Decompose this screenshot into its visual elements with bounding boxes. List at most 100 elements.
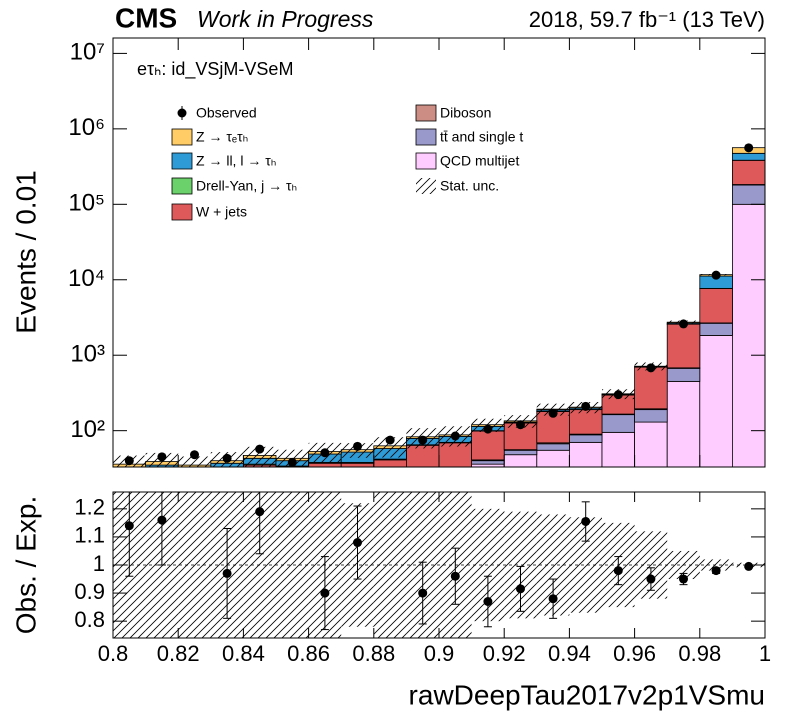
observed-point [320, 448, 330, 458]
y-tick-label: 10⁵ [68, 190, 105, 217]
observed-point [385, 435, 395, 445]
legend-swatch [171, 203, 193, 221]
legend-swatch [416, 178, 436, 194]
legend-swatch [171, 128, 193, 146]
stack-segment [666, 323, 701, 369]
legend-swatch [171, 177, 193, 195]
observed-point [418, 435, 428, 445]
stack-segment [666, 367, 701, 382]
legend-label: W + jets [196, 204, 247, 220]
ratio-point [711, 566, 721, 576]
ratio-point [222, 568, 232, 578]
stack-segment [601, 414, 635, 433]
x-axis-label: rawDeepTau2017v2p1VSmu [409, 679, 765, 710]
stack-segment [732, 159, 765, 185]
observed-point [190, 450, 199, 460]
stack-segment [732, 152, 765, 161]
x-tick-label: 0.86 [287, 641, 330, 666]
stack-segment [699, 288, 733, 324]
legend-label: QCD multijet [440, 153, 519, 169]
observed-point [124, 456, 134, 466]
stack-segment [503, 449, 538, 456]
observed-point [744, 143, 754, 153]
x-tick-label: 0.88 [352, 641, 395, 666]
stack-segment [569, 434, 603, 443]
stat-unc-band [243, 446, 276, 467]
ratio-point [320, 588, 330, 598]
channel-label: eτₕ: id_VSjM-VSeM [137, 59, 293, 80]
legend-label: Drell-Yan, j → τₕ [196, 178, 297, 194]
ratio-point [613, 566, 623, 576]
y-tick-label: 0.9 [74, 579, 105, 604]
stat-unc-band [178, 456, 211, 467]
observed-point [613, 390, 623, 400]
stack-segment [699, 322, 733, 336]
stack-segment [471, 430, 505, 461]
ratio-point [581, 516, 591, 526]
stack-segment [569, 409, 603, 435]
y-tick-label: 1.2 [74, 495, 105, 520]
stack-segment [634, 409, 668, 423]
legend-label: Stat. unc. [440, 178, 499, 194]
ratio-point [450, 571, 460, 581]
x-tick-label: 0.8 [98, 641, 129, 666]
x-tick-label: 1 [759, 641, 771, 666]
legend-swatch [171, 152, 193, 170]
legend-label: tt̄ and single t [440, 129, 523, 145]
stat-unc-band [373, 437, 407, 458]
observed-point [581, 401, 591, 411]
legend-label: Diboson [440, 105, 491, 121]
stack-segment [732, 203, 765, 467]
observed-point [287, 457, 297, 467]
ratio-point [679, 574, 688, 584]
y-tick-label: 10³ [70, 341, 105, 368]
observed-point [711, 270, 721, 280]
stack-segment [699, 335, 733, 467]
observed-point [516, 420, 525, 430]
ratio-y-axis-label: Obs. / Exp. [10, 496, 41, 635]
observed-point [679, 319, 688, 329]
stat-unc-band [699, 559, 733, 571]
observed-point [157, 452, 167, 462]
ratio-point [157, 515, 167, 525]
ratio-point [516, 584, 525, 594]
stack-segment [601, 431, 635, 467]
ratio-point [124, 521, 134, 531]
ratio-point [744, 561, 754, 571]
x-tick-label: 0.84 [222, 641, 265, 666]
legend-swatch [415, 104, 437, 122]
x-tick-label: 0.9 [424, 641, 455, 666]
ratio-point [353, 538, 362, 548]
stat-unc-band [276, 492, 309, 638]
y-tick-label: 10⁴ [68, 265, 105, 292]
ratio-point [646, 574, 656, 584]
x-tick-label: 0.98 [678, 641, 721, 666]
stack-segment [536, 443, 570, 451]
stack-segment [732, 184, 765, 205]
legend-label: Observed [196, 105, 257, 121]
stack-segment [634, 421, 668, 467]
x-tick-label: 0.94 [548, 641, 591, 666]
observed-point [450, 431, 460, 441]
stack-segment [634, 366, 668, 410]
x-tick-label: 0.92 [483, 641, 526, 666]
ratio-point [418, 588, 428, 598]
lumi-label: 2018, 59.7 fb⁻¹ (13 TeV) [529, 7, 765, 32]
stack-segment [666, 380, 701, 467]
observed-point [255, 444, 265, 454]
x-tick-label: 0.96 [613, 641, 656, 666]
y-tick-label: 10⁶ [68, 114, 105, 141]
y-tick-label: 1 [93, 551, 105, 576]
observed-point [222, 453, 232, 463]
subtitle: Work in Progress [197, 6, 374, 32]
y-tick-label: 10² [70, 416, 105, 443]
observed-point [483, 424, 493, 434]
observed-point [646, 363, 656, 373]
legend-swatch [415, 128, 437, 146]
observed-point [548, 408, 558, 418]
x-tick-label: 0.82 [157, 641, 200, 666]
legend-label: Z → ll, l → τₕ [196, 153, 276, 169]
legend-swatch [415, 152, 437, 170]
y-tick-label: 0.8 [74, 607, 105, 632]
